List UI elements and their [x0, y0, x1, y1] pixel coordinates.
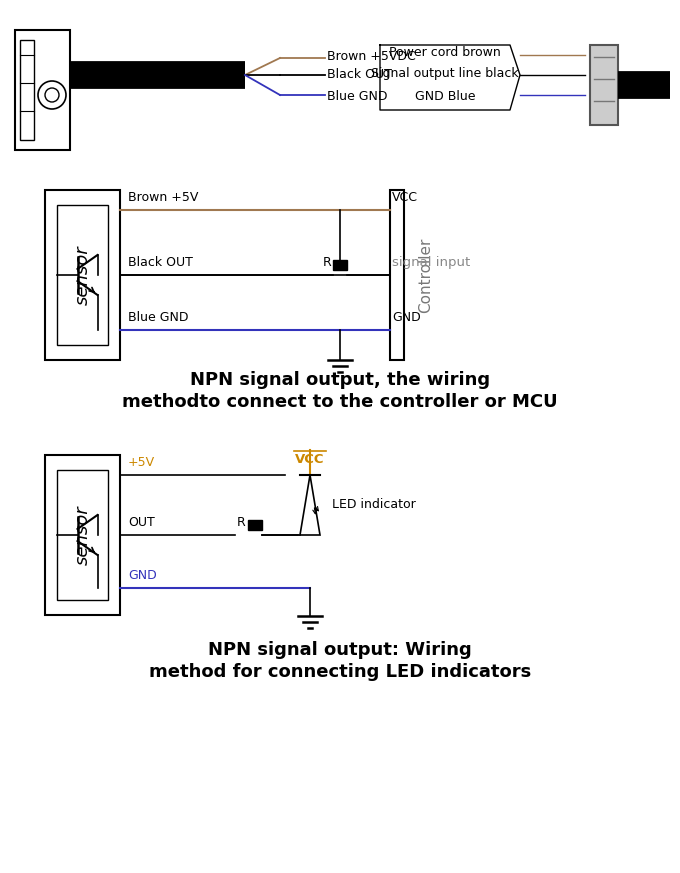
- Text: Controller: Controller: [418, 237, 434, 313]
- Text: NPN signal output, the wiring: NPN signal output, the wiring: [190, 371, 490, 389]
- Text: Black OUT: Black OUT: [128, 256, 193, 269]
- Text: +5V: +5V: [128, 456, 155, 469]
- Bar: [45, 455, 120, 615]
- Text: sensor: sensor: [73, 245, 92, 305]
- Text: R: R: [237, 516, 246, 529]
- Text: Power cord brown: Power cord brown: [389, 45, 501, 58]
- Text: Blue GND: Blue GND: [327, 91, 388, 104]
- Text: Blue GND: Blue GND: [128, 311, 188, 324]
- Bar: [248, 520, 262, 530]
- Bar: [45, 190, 120, 360]
- Bar: [390, 190, 404, 360]
- Bar: [20, 40, 34, 140]
- Text: signal input: signal input: [392, 256, 471, 269]
- Text: methodto connect to the controller or MCU: methodto connect to the controller or MC…: [122, 393, 558, 411]
- Text: VCC: VCC: [295, 453, 325, 466]
- Text: Signal output line black: Signal output line black: [371, 66, 519, 79]
- Circle shape: [45, 88, 59, 102]
- Bar: [590, 45, 618, 125]
- Text: Black OUT: Black OUT: [327, 67, 392, 80]
- Text: GND: GND: [392, 311, 421, 324]
- Text: Brown +5VDC: Brown +5VDC: [327, 50, 415, 63]
- Text: OUT: OUT: [128, 516, 155, 529]
- Text: VCC: VCC: [392, 191, 418, 204]
- Circle shape: [38, 81, 66, 109]
- Polygon shape: [300, 475, 320, 535]
- Text: sensor: sensor: [73, 505, 92, 565]
- Text: method for connecting LED indicators: method for connecting LED indicators: [149, 663, 531, 681]
- Text: GND: GND: [128, 569, 157, 582]
- Text: LED indicator: LED indicator: [332, 498, 415, 512]
- Bar: [57, 470, 108, 600]
- Text: GND Blue: GND Blue: [415, 90, 475, 102]
- Bar: [15, 30, 70, 150]
- Bar: [57, 205, 108, 345]
- Text: Brown +5V: Brown +5V: [128, 191, 199, 204]
- Bar: [333, 260, 347, 270]
- Text: R: R: [322, 256, 331, 269]
- Text: NPN signal output: Wiring: NPN signal output: Wiring: [208, 641, 472, 659]
